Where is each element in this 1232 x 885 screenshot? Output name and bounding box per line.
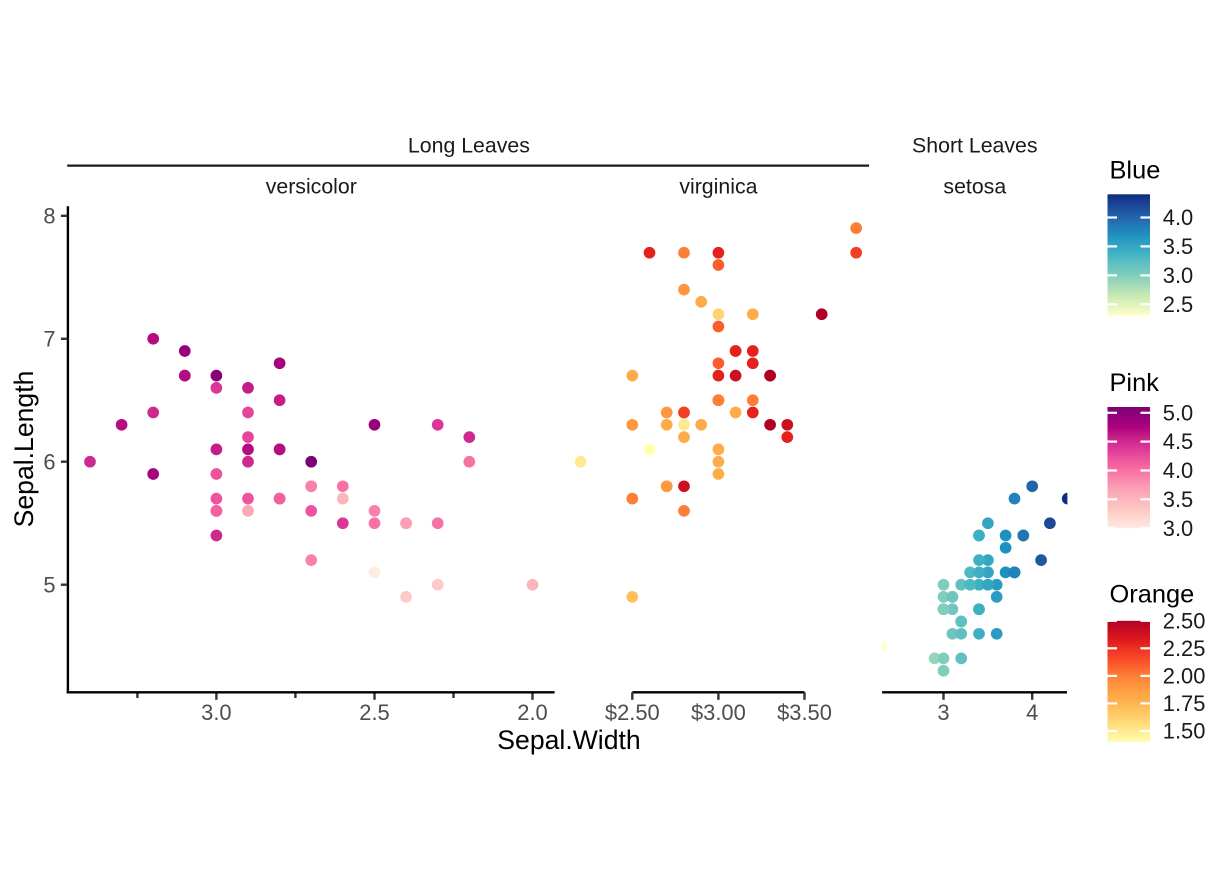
svg-text:2.50: 2.50 [1163,608,1206,633]
svg-text:$3.00: $3.00 [691,700,746,725]
svg-text:3.0: 3.0 [1163,516,1193,541]
svg-text:1.75: 1.75 [1163,691,1206,716]
svg-text:versicolor: versicolor [266,174,357,198]
svg-text:1.50: 1.50 [1163,719,1206,744]
svg-text:Sepal.Length: Sepal.Length [9,371,39,528]
svg-text:3.5: 3.5 [1163,487,1193,512]
svg-text:8: 8 [43,204,55,229]
svg-text:Long Leaves: Long Leaves [408,134,530,158]
svg-text:4.0: 4.0 [1163,205,1193,230]
svg-text:3: 3 [937,700,949,725]
svg-text:2.25: 2.25 [1163,636,1206,661]
svg-text:4: 4 [1026,700,1038,725]
svg-text:virginica: virginica [679,174,757,198]
svg-text:5.0: 5.0 [1163,400,1193,425]
svg-text:Orange: Orange [1110,581,1195,609]
svg-text:6: 6 [43,450,55,475]
svg-text:$3.50: $3.50 [777,700,832,725]
svg-text:4.5: 4.5 [1163,429,1193,454]
svg-text:3.5: 3.5 [1163,234,1193,259]
svg-text:3.0: 3.0 [201,700,231,725]
svg-text:2.5: 2.5 [359,700,389,725]
svg-text:$2.50: $2.50 [605,700,660,725]
svg-text:2.0: 2.0 [517,700,547,725]
svg-text:3.0: 3.0 [1163,263,1193,288]
svg-text:2.00: 2.00 [1163,664,1206,689]
svg-text:7: 7 [43,327,55,352]
svg-text:Blue: Blue [1110,157,1161,185]
svg-text:setosa: setosa [943,174,1006,198]
svg-text:Sepal.Width: Sepal.Width [497,725,640,755]
svg-text:Pink: Pink [1110,369,1160,397]
svg-text:4.0: 4.0 [1163,458,1193,483]
svg-text:5: 5 [43,573,55,598]
svg-text:Short Leaves: Short Leaves [912,134,1038,158]
svg-text:2.5: 2.5 [1163,292,1193,317]
